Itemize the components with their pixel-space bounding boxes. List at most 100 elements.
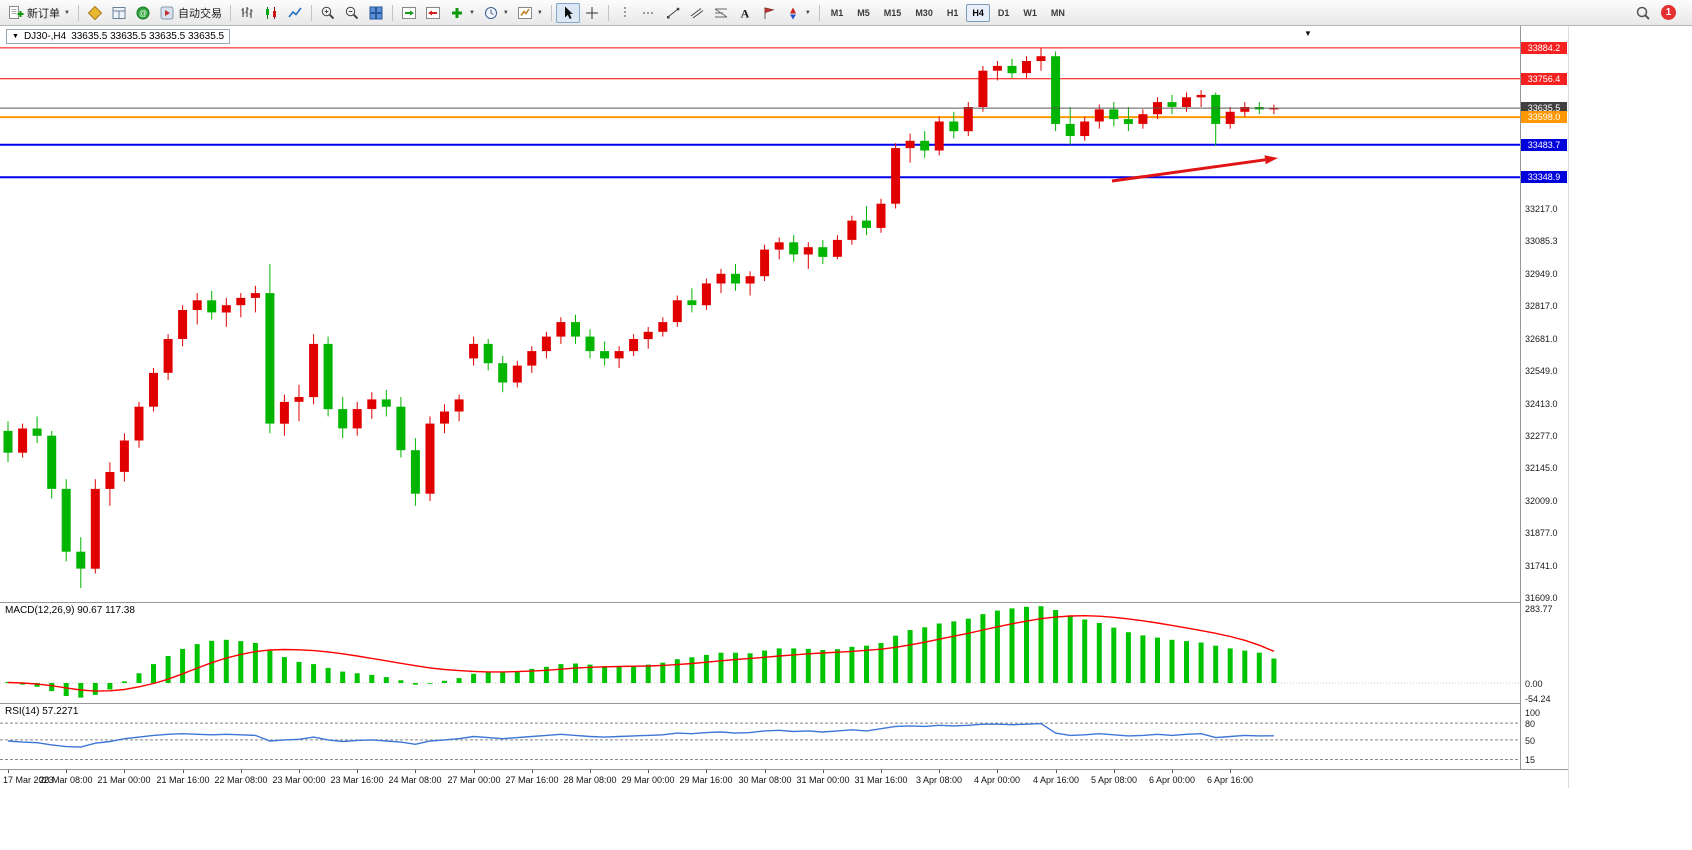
chevron-down-icon: ▼ bbox=[468, 9, 475, 16]
rsi-panel-canvas[interactable] bbox=[0, 703, 1520, 769]
time-axis-label: 30 Mar 08:00 bbox=[738, 775, 792, 785]
metaeditor-icon bbox=[87, 5, 103, 20]
tile-windows-button[interactable] bbox=[364, 3, 388, 23]
autotrade-button[interactable]: 自动交易 bbox=[155, 3, 226, 23]
time-axis-label: 4 Apr 16:00 bbox=[1032, 775, 1080, 785]
time-axis-tick bbox=[648, 770, 649, 773]
time-axis-tick bbox=[823, 770, 824, 773]
zoom-out-icon bbox=[345, 6, 359, 19]
chart-title: ▼ DJ30-,H4 33635.5 33635.5 33635.5 33635… bbox=[6, 29, 231, 44]
chevron-down-icon: ▼ bbox=[64, 9, 70, 16]
timeframe-m5-button[interactable]: M5 bbox=[851, 4, 876, 22]
label-tool-button[interactable] bbox=[757, 3, 781, 23]
crosshair-icon bbox=[585, 6, 598, 19]
timeframe-w1-button[interactable]: W1 bbox=[1017, 4, 1043, 22]
macd-signal-value: 117.38 bbox=[105, 605, 135, 616]
text-icon: A bbox=[740, 6, 749, 20]
auto-scroll-button[interactable] bbox=[397, 3, 421, 23]
chart-context-arrow[interactable]: ▼ bbox=[1304, 29, 1312, 38]
cursor-tool-button[interactable] bbox=[555, 2, 580, 23]
chart-window: ▼ DJ30-,H4 33635.5 33635.5 33635.5 33635… bbox=[0, 26, 1569, 789]
time-axis-label: 31 Mar 16:00 bbox=[854, 775, 908, 785]
one-click-trading-arrow[interactable]: ▼ bbox=[12, 33, 19, 40]
price-axis-label: 31609.0 bbox=[1525, 593, 1558, 603]
bar-chart-icon bbox=[241, 6, 253, 18]
fibonacci-tool-button[interactable] bbox=[709, 3, 733, 23]
arrows-icon bbox=[789, 7, 796, 19]
time-axis-tick bbox=[66, 770, 67, 773]
time-axis-label: 31 Mar 00:00 bbox=[796, 775, 850, 785]
time-axis-tick bbox=[590, 770, 591, 773]
time-axis[interactable]: 17 Mar 2023 20 Mar 08:00 21 Mar 00:00 21 Ma… bbox=[0, 769, 1568, 789]
time-axis-label: 5 Apr 08:00 bbox=[1090, 775, 1138, 785]
notification-badge[interactable]: 1 bbox=[1661, 5, 1676, 20]
candlestick-series[interactable] bbox=[3, 48, 1279, 588]
timeframe-h4-button[interactable]: H4 bbox=[966, 3, 990, 22]
metaeditor-button[interactable] bbox=[83, 3, 107, 23]
timeframe-h1-button[interactable]: H1 bbox=[941, 4, 965, 22]
price-axis-label: 32145.0 bbox=[1525, 463, 1558, 473]
price-axis-label: 33085.3 bbox=[1525, 236, 1558, 246]
zoom-in-button[interactable] bbox=[316, 3, 340, 23]
text-tool-button[interactable]: A bbox=[733, 3, 757, 23]
channel-icon bbox=[690, 7, 704, 18]
time-axis-label: 17 Mar 2023 bbox=[3, 775, 54, 785]
templates-button[interactable]: ▼ bbox=[513, 3, 547, 23]
price-axis-label: 32277.0 bbox=[1525, 431, 1558, 441]
rsi-axis-label: 15 bbox=[1525, 755, 1536, 765]
trend-arrow[interactable] bbox=[1111, 155, 1278, 183]
time-axis-tick bbox=[1172, 770, 1173, 773]
price-tag-33483.7: 33483.7 bbox=[1521, 139, 1567, 151]
horizontal-line-icon bbox=[642, 12, 655, 13]
macd-axis-label: -54.24 bbox=[1525, 694, 1551, 704]
add-indicator-icon bbox=[451, 7, 462, 18]
timeframe-mn-button[interactable]: MN bbox=[1045, 4, 1071, 22]
toolbar-separator bbox=[229, 4, 231, 21]
rsi-axis-label: 100 bbox=[1525, 708, 1541, 718]
vertical-line-icon bbox=[624, 6, 626, 19]
indicators-button[interactable]: ▼ bbox=[445, 3, 479, 23]
time-axis-tick bbox=[997, 770, 998, 773]
trendline-tool-button[interactable] bbox=[661, 3, 685, 23]
macd-axis-label: 0.00 bbox=[1525, 679, 1543, 689]
chart-shift-button[interactable] bbox=[421, 3, 445, 23]
line-chart-button[interactable] bbox=[283, 3, 307, 23]
price-axis-label: 32009.0 bbox=[1525, 496, 1558, 506]
zoom-out-button[interactable] bbox=[340, 3, 364, 23]
shapes-button[interactable]: ▼ bbox=[781, 3, 815, 23]
timeframe-m15-button[interactable]: M15 bbox=[878, 4, 908, 22]
horizontal-line-tool-button[interactable] bbox=[637, 3, 661, 23]
vertical-line-tool-button[interactable] bbox=[613, 3, 637, 23]
chart-symbol-label: DJ30-,H4 bbox=[23, 31, 67, 42]
rsi-indicator-label: RSI(14) 57.2271 bbox=[5, 706, 79, 717]
community-button[interactable]: @ bbox=[131, 3, 155, 23]
bar-chart-button[interactable] bbox=[235, 3, 259, 23]
candlestick-chart-button[interactable] bbox=[259, 3, 283, 23]
time-axis-label: 28 Mar 08:00 bbox=[563, 775, 617, 785]
time-axis-tick bbox=[881, 770, 882, 773]
time-axis-tick bbox=[474, 770, 475, 773]
toolbar-separator bbox=[391, 4, 393, 21]
timeframe-m30-button[interactable]: M30 bbox=[909, 4, 939, 22]
time-axis-tick bbox=[1056, 770, 1057, 773]
time-axis-tick bbox=[706, 770, 707, 773]
time-axis-tick bbox=[1114, 770, 1115, 773]
time-axis-label: 20 Mar 08:00 bbox=[39, 775, 93, 785]
clock-icon bbox=[484, 6, 497, 19]
macd-panel-canvas[interactable] bbox=[0, 602, 1520, 703]
data-window-button[interactable] bbox=[107, 3, 131, 23]
toolbar-separator bbox=[818, 4, 820, 21]
channel-tool-button[interactable] bbox=[685, 3, 709, 23]
search-icon[interactable] bbox=[1635, 5, 1651, 21]
main-chart-canvas[interactable] bbox=[0, 26, 1520, 602]
time-axis-label: 6 Apr 00:00 bbox=[1148, 775, 1196, 785]
timeframe-m1-button[interactable]: M1 bbox=[825, 4, 850, 22]
toolbar-separator bbox=[310, 4, 312, 21]
new-order-button[interactable]: 新订单 ▼ bbox=[4, 3, 74, 23]
periods-button[interactable]: ▼ bbox=[479, 3, 513, 23]
price-axis[interactable]: 33217.0 33085.3 32949.0 32817.0 32681.0 32549… bbox=[1520, 26, 1568, 769]
price-axis-label: 32413.0 bbox=[1525, 399, 1558, 409]
crosshair-tool-button[interactable] bbox=[580, 3, 604, 23]
data-window-icon bbox=[112, 6, 126, 19]
timeframe-d1-button[interactable]: D1 bbox=[992, 4, 1016, 22]
